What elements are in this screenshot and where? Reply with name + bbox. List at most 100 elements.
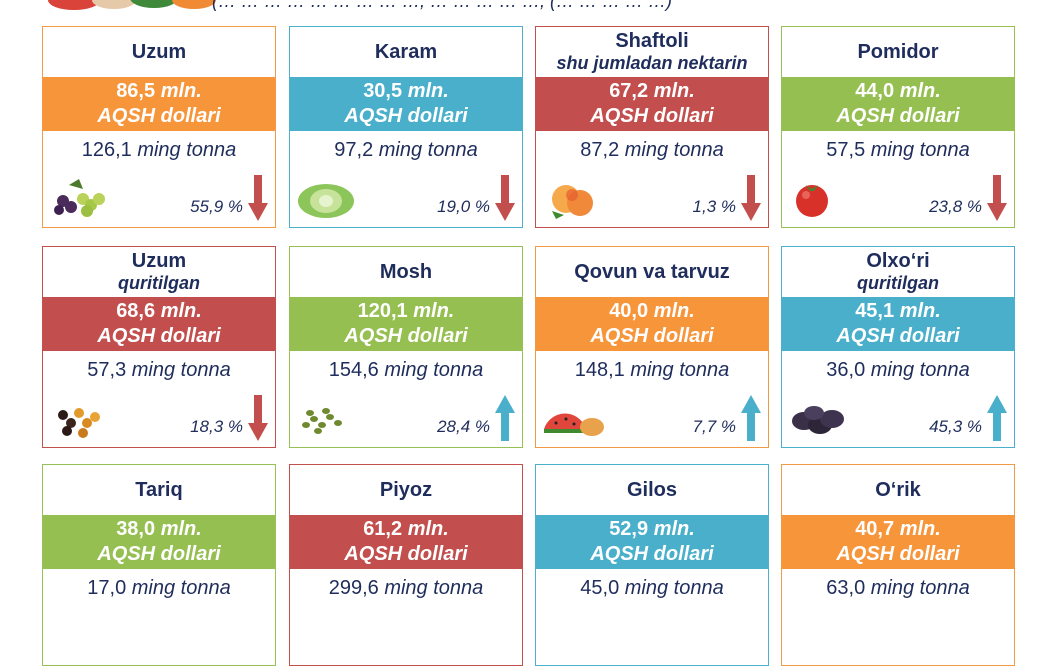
export-value-unit: mln.: [899, 300, 941, 322]
volume-unit: ming tonna: [630, 359, 730, 381]
volume-unit: ming tonna: [624, 139, 724, 161]
export-value-band: 68,6 mln. AQSH dollari: [43, 297, 275, 351]
volume-unit: ming tonna: [137, 139, 237, 161]
product-name: Karam: [374, 41, 438, 63]
product-card: Mosh 120,1 mln. AQSH dollari 154,6 ming …: [289, 246, 523, 448]
export-value: 38,0: [116, 518, 156, 540]
tomato-icon: [788, 175, 850, 219]
change-percent: 7,7 %: [692, 417, 736, 436]
volume-unit: ming tonna: [870, 577, 970, 599]
volume-unit: ming tonna: [870, 139, 970, 161]
product-title-block: Piyoz: [290, 465, 522, 515]
export-value-band: 45,1 mln. AQSH dollari: [782, 297, 1014, 351]
export-volume: 57,3 ming tonna: [43, 359, 275, 382]
volume-unit: ming tonna: [131, 577, 231, 599]
export-value: 68,6: [116, 300, 156, 322]
product-card: O‘rik 40,7 mln. AQSH dollari 63,0 ming t…: [781, 464, 1015, 666]
export-value: 45,1: [855, 300, 895, 322]
vegetables-image: [48, 0, 216, 10]
export-value: 40,0: [609, 300, 649, 322]
currency-label: AQSH dollari: [97, 105, 221, 127]
change-percent: 45,3 %: [929, 417, 982, 436]
currency-label: AQSH dollari: [590, 543, 714, 565]
volume-value: 148,1: [574, 359, 625, 381]
volume-value: 57,5: [826, 139, 866, 161]
export-volume: 63,0 ming tonna: [782, 577, 1014, 600]
currency-label: AQSH dollari: [344, 543, 468, 565]
product-card: Gilos 52,9 mln. AQSH dollari 45,0 ming t…: [535, 464, 769, 666]
product-card: Qovun va tarvuz 40,0 mln. AQSH dollari 1…: [535, 246, 769, 448]
arrow-down-icon: [247, 175, 269, 221]
export-volume: 36,0 ming tonna: [782, 359, 1014, 382]
product-name: Uzum: [131, 41, 187, 63]
currency-label: AQSH dollari: [836, 105, 960, 127]
arrow-up-icon: [494, 395, 516, 441]
currency-label: AQSH dollari: [836, 543, 960, 565]
volume-value: 36,0: [826, 359, 866, 381]
export-volume: 87,2 ming tonna: [536, 139, 768, 162]
currency-label: AQSH dollari: [344, 105, 468, 127]
volume-unit: ming tonna: [870, 359, 970, 381]
export-value-band: 40,7 mln. AQSH dollari: [782, 515, 1014, 569]
volume-unit: ming tonna: [131, 359, 231, 381]
arrow-down-icon: [247, 395, 269, 441]
currency-label: AQSH dollari: [97, 543, 221, 565]
export-value-unit: mln.: [160, 300, 202, 322]
product-name: Mosh: [379, 261, 433, 283]
product-card: Shaftoli shu jumladan nektarin 67,2 mln.…: [535, 26, 769, 228]
product-name: Pomidor: [857, 41, 939, 63]
volume-value: 97,2: [334, 139, 374, 161]
export-value-unit: mln.: [160, 518, 202, 540]
change-percent: 23,8 %: [929, 197, 982, 216]
grapes-icon: [49, 175, 111, 219]
volume-unit: ming tonna: [384, 359, 484, 381]
arrow-up-icon: [740, 395, 762, 441]
product-name: Piyoz: [379, 479, 433, 501]
product-subtitle: quritilgan: [118, 273, 200, 293]
export-value-band: 61,2 mln. AQSH dollari: [290, 515, 522, 569]
product-card: Karam 30,5 mln. AQSH dollari 97,2 ming t…: [289, 26, 523, 228]
prune-icon: [788, 395, 850, 439]
export-value-unit: mln.: [653, 80, 695, 102]
product-title-block: Olxo‘ri quritilgan: [782, 247, 1014, 297]
product-name: Shaftoli: [615, 30, 689, 52]
export-value-band: 40,0 mln. AQSH dollari: [536, 297, 768, 351]
export-value-unit: mln.: [407, 518, 449, 540]
volume-value: 17,0: [87, 577, 127, 599]
product-title-block: Karam: [290, 27, 522, 77]
product-title-block: Uzum: [43, 27, 275, 77]
product-title-block: O‘rik: [782, 465, 1014, 515]
export-value-unit: mln.: [899, 518, 941, 540]
product-title-block: Uzum quritilgan: [43, 247, 275, 297]
product-name: Uzum: [131, 250, 187, 272]
change-percent: 1,3 %: [692, 197, 736, 216]
product-card: Piyoz 61,2 mln. AQSH dollari 299,6 ming …: [289, 464, 523, 666]
volume-unit: ming tonna: [378, 139, 478, 161]
melon-icon: [542, 395, 604, 439]
product-title-block: Mosh: [290, 247, 522, 297]
product-name: Olxo‘ri: [866, 250, 930, 272]
product-title-block: Tariq: [43, 465, 275, 515]
export-value-unit: mln.: [160, 80, 202, 102]
export-value-unit: mln.: [407, 80, 449, 102]
cabbage-icon: [296, 175, 358, 219]
export-value-unit: mln.: [653, 300, 695, 322]
export-volume: 126,1 ming tonna: [43, 139, 275, 162]
product-card: Tariq 38,0 mln. AQSH dollari 17,0 ming t…: [42, 464, 276, 666]
export-value-band: 86,5 mln. AQSH dollari: [43, 77, 275, 131]
currency-label: AQSH dollari: [590, 325, 714, 347]
volume-value: 87,2: [580, 139, 620, 161]
product-subtitle: quritilgan: [857, 273, 939, 293]
export-value: 30,5: [363, 80, 403, 102]
export-value-unit: mln.: [653, 518, 695, 540]
product-subtitle: shu jumladan nektarin: [556, 53, 748, 73]
export-volume: 97,2 ming tonna: [290, 139, 522, 162]
export-value-unit: mln.: [413, 300, 455, 322]
currency-label: AQSH dollari: [590, 105, 714, 127]
arrow-down-icon: [740, 175, 762, 221]
product-card: Uzum 86,5 mln. AQSH dollari 126,1 ming t…: [42, 26, 276, 228]
export-value-band: 44,0 mln. AQSH dollari: [782, 77, 1014, 131]
currency-label: AQSH dollari: [344, 325, 468, 347]
product-title-block: Qovun va tarvuz: [536, 247, 768, 297]
peach-icon: [542, 175, 604, 219]
